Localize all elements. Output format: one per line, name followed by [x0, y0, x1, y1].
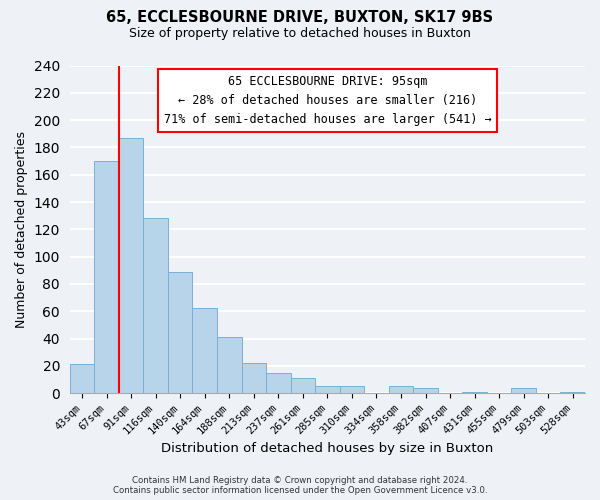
- Bar: [94, 161, 119, 393]
- Bar: [143, 218, 168, 393]
- Text: Contains HM Land Registry data © Crown copyright and database right 2024.
Contai: Contains HM Land Registry data © Crown c…: [113, 476, 487, 495]
- Bar: [119, 138, 143, 393]
- Bar: [242, 363, 266, 393]
- Text: Size of property relative to detached houses in Buxton: Size of property relative to detached ho…: [129, 28, 471, 40]
- Bar: [560, 392, 585, 393]
- Bar: [168, 272, 193, 393]
- Text: 65 ECCLESBOURNE DRIVE: 95sqm
← 28% of detached houses are smaller (216)
71% of s: 65 ECCLESBOURNE DRIVE: 95sqm ← 28% of de…: [164, 76, 491, 126]
- Text: 65, ECCLESBOURNE DRIVE, BUXTON, SK17 9BS: 65, ECCLESBOURNE DRIVE, BUXTON, SK17 9BS: [106, 10, 494, 25]
- Bar: [217, 337, 242, 393]
- Y-axis label: Number of detached properties: Number of detached properties: [15, 131, 28, 328]
- X-axis label: Distribution of detached houses by size in Buxton: Distribution of detached houses by size …: [161, 442, 494, 455]
- Bar: [413, 388, 438, 393]
- Bar: [389, 386, 413, 393]
- Bar: [463, 392, 487, 393]
- Bar: [290, 378, 315, 393]
- Bar: [266, 372, 290, 393]
- Bar: [70, 364, 94, 393]
- Bar: [315, 386, 340, 393]
- Bar: [193, 308, 217, 393]
- Bar: [340, 386, 364, 393]
- Bar: [511, 388, 536, 393]
